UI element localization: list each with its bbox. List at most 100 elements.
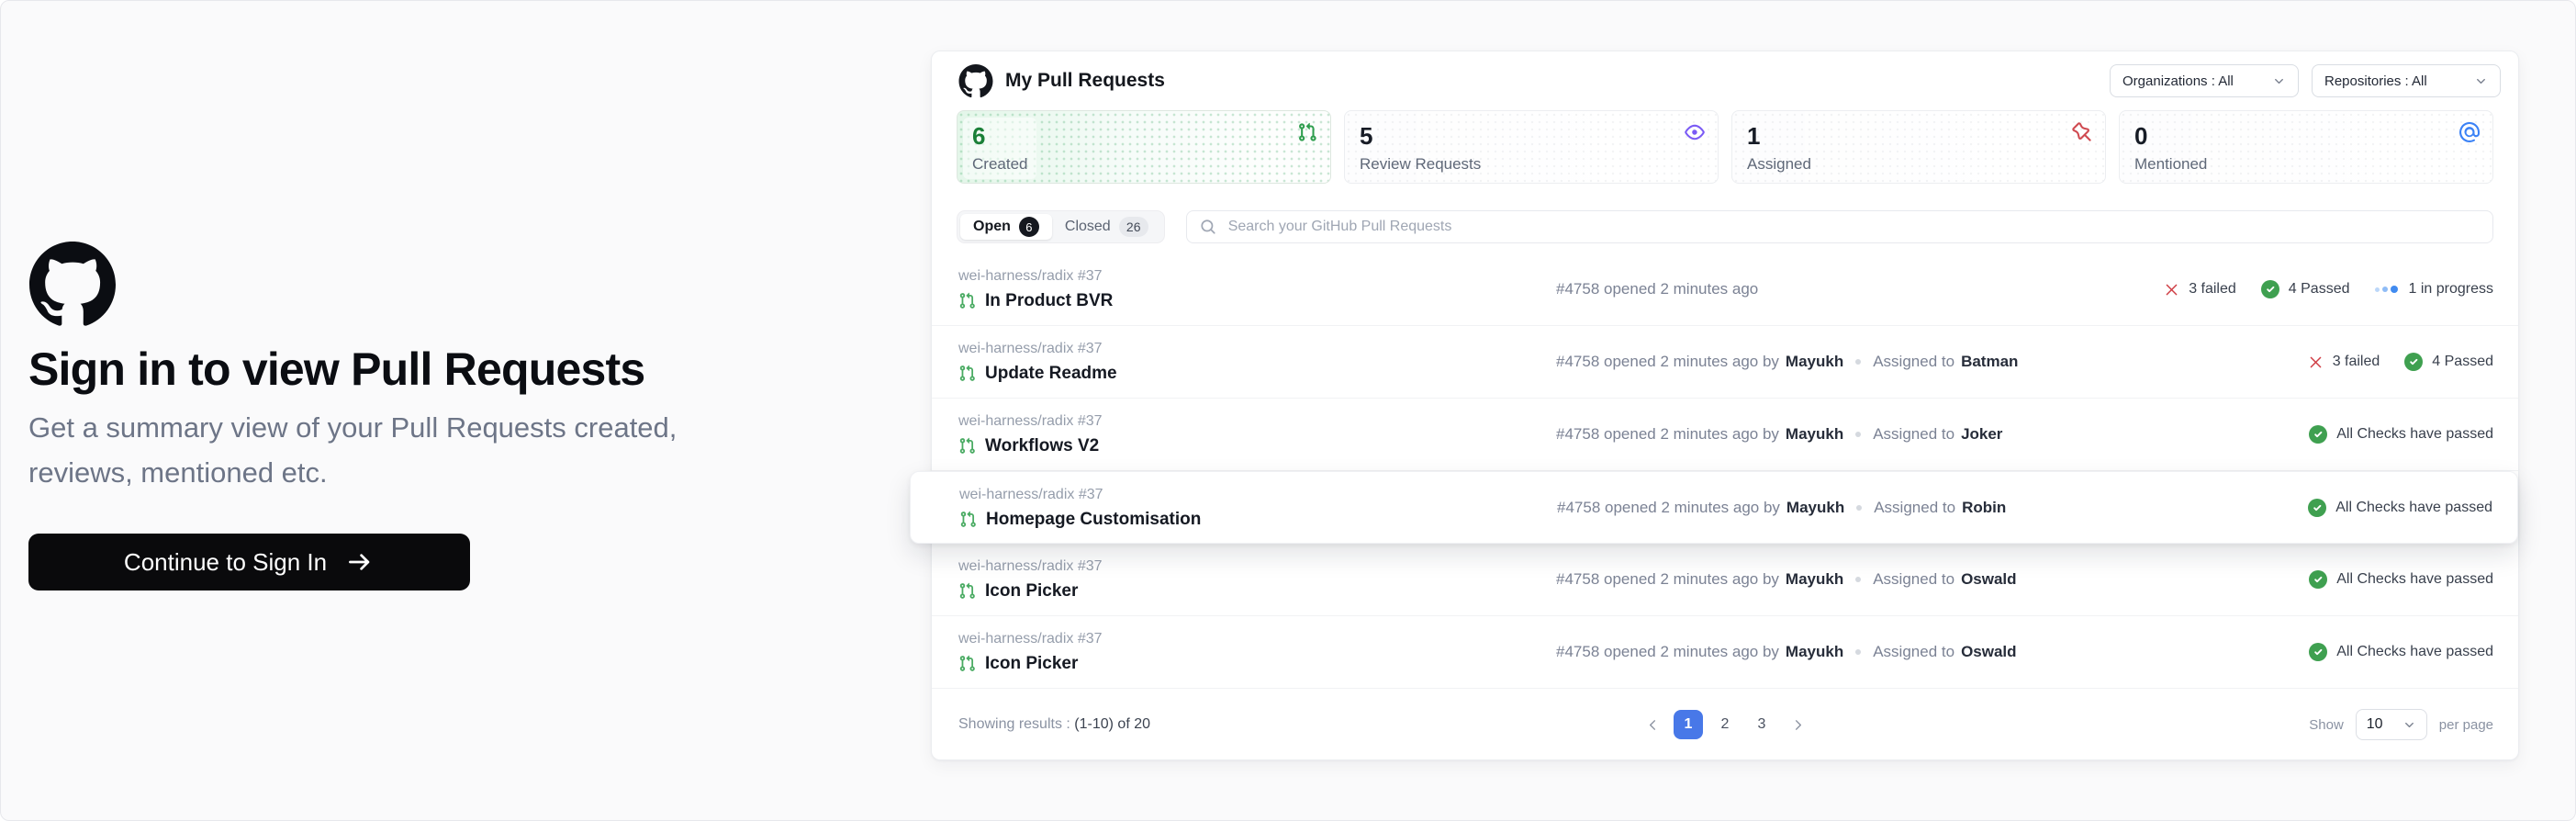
repo-name: wei-harness/radix #37	[959, 486, 1103, 502]
pr-checks: All Checks have passed	[2309, 425, 2493, 444]
stat-value: 6	[972, 122, 986, 150]
user-name: Mayukh	[1785, 353, 1844, 370]
continue-sign-in-button[interactable]: Continue to Sign In	[28, 534, 470, 590]
tab-closed[interactable]: Closed 26	[1052, 214, 1161, 240]
user-name: Mayukh	[1786, 498, 1845, 516]
checks-in-progress: 1 in progress	[2374, 281, 2493, 298]
chevron-down-icon	[2402, 718, 2416, 732]
pull-request-icon	[958, 292, 976, 309]
checks-passed: All Checks have passed	[2308, 498, 2492, 517]
pull-request-row[interactable]: wei-harness/radix #37 Update Readme #4758 …	[932, 326, 2518, 399]
user-name: Joker	[1961, 425, 2003, 443]
pr-title: Workflows V2	[985, 436, 1100, 455]
pull-request-row[interactable]: wei-harness/radix #37 Workflows V2 #4758 o…	[932, 399, 2518, 471]
mention-icon	[2459, 122, 2480, 142]
meta-text: #4758 opened 2 minutes ago by	[1556, 643, 1779, 660]
pull-request-row[interactable]: wei-harness/radix #37 Icon Picker #4758 op…	[932, 544, 2518, 616]
organizations-filter-select[interactable]: Organizations : All	[2110, 64, 2299, 97]
meta-text: Assigned to	[1873, 353, 1955, 370]
pull-request-icon	[958, 655, 976, 672]
pull-request-row[interactable]: wei-harness/radix #37 Icon Picker #4758 op…	[932, 616, 2518, 689]
repo-name: wei-harness/radix #37	[958, 631, 1103, 647]
meta-text: #4758 opened 2 minutes ago	[1556, 280, 1759, 298]
tab-label: Open	[973, 219, 1011, 234]
meta-text: #4758 opened 2 minutes ago by	[1557, 498, 1780, 516]
user-name: Mayukh	[1785, 570, 1844, 588]
pr-checks: All Checks have passed	[2308, 498, 2492, 517]
pagination-page-1[interactable]: 1	[1674, 710, 1703, 739]
checks-failed: 3 failed	[2308, 354, 2380, 370]
search-input[interactable]	[1226, 218, 2480, 236]
pagination-prev[interactable]	[1639, 711, 1666, 738]
pr-title: Icon Picker	[985, 654, 1079, 673]
github-logo-icon	[958, 63, 993, 98]
meta-text: Assigned to	[1874, 498, 1956, 516]
pull-request-row[interactable]: wei-harness/radix #37 Homepage Customisat…	[910, 471, 2518, 544]
repo-name: wei-harness/radix #37	[958, 341, 1103, 356]
tab-label: Closed	[1064, 219, 1111, 234]
x-icon	[2164, 282, 2179, 298]
tab-count-badge: 6	[1018, 217, 1039, 237]
pull-request-list: wei-harness/radix #37 In Product BVR #4758…	[910, 253, 2518, 689]
check-circle-icon	[2404, 353, 2424, 371]
x-icon	[2308, 354, 2324, 370]
check-circle-icon	[2309, 643, 2328, 661]
user-name: Batman	[1961, 353, 2019, 370]
pull-request-icon	[958, 582, 976, 600]
checks-passed: 4 Passed	[2260, 280, 2350, 298]
pr-meta: #4758 opened 2 minutes ago by Mayukh Assig…	[1556, 425, 2309, 444]
separator-dot	[1855, 577, 1862, 582]
pagination-page-3[interactable]: 3	[1747, 710, 1776, 739]
stat-label: Review Requests	[1360, 155, 1482, 173]
meta-text: Assigned to	[1873, 643, 1955, 660]
stat-card-mentioned[interactable]: 0 Mentioned	[2119, 110, 2493, 184]
check-circle-icon	[2309, 425, 2328, 444]
tab-open[interactable]: Open 6	[960, 214, 1052, 240]
eye-icon	[1685, 122, 1705, 142]
check-circle-icon	[2260, 280, 2279, 298]
pr-meta: #4758 opened 2 minutes ago by Mayukh Assig…	[1557, 499, 2308, 517]
pagination-next[interactable]	[1784, 711, 1811, 738]
results-summary: Showing results : (1-10) of 20	[958, 716, 1151, 732]
pull-request-icon	[958, 437, 976, 455]
stat-label: Assigned	[1747, 155, 1811, 173]
stat-card-created[interactable]: 6 Created	[957, 110, 1331, 184]
meta-text: Assigned to	[1873, 570, 1955, 588]
checks-passed: 4 Passed	[2404, 353, 2493, 371]
pull-request-icon	[1297, 122, 1317, 142]
pr-checks: 3 failed 4 Passed 1 in progress	[2164, 280, 2493, 298]
pull-request-row[interactable]: wei-harness/radix #37 In Product BVR #4758…	[932, 253, 2518, 326]
separator-dot	[1856, 504, 1863, 511]
arrow-right-icon	[345, 550, 375, 574]
panel-header: My Pull Requests Organizations : All Rep…	[932, 51, 2518, 110]
stat-card-review-requests[interactable]: 5 Review Requests	[1344, 110, 1719, 184]
chevron-down-icon	[2272, 74, 2286, 88]
repo-name: wei-harness/radix #37	[958, 558, 1103, 574]
page-size-select[interactable]: 10	[2355, 709, 2427, 740]
pagination-page-2[interactable]: 2	[1710, 710, 1740, 739]
user-name: Robin	[1962, 498, 2007, 516]
pr-checks: All Checks have passed	[2309, 643, 2493, 661]
pr-title: Homepage Customisation	[986, 509, 1202, 529]
chevron-down-icon	[2474, 74, 2488, 88]
pull-request-icon	[958, 365, 976, 382]
user-name: Oswald	[1961, 570, 2017, 588]
separator-dot	[1855, 649, 1862, 655]
search-box[interactable]	[1185, 210, 2493, 243]
filters: Organizations : All Repositories : All	[2110, 64, 2501, 97]
signin-section: Sign in to view Pull Requests Get a summ…	[28, 242, 891, 590]
separator-dot	[1855, 432, 1862, 437]
repo-name: wei-harness/radix #37	[958, 413, 1103, 429]
checks-passed: All Checks have passed	[2309, 570, 2493, 589]
repositories-filter-select[interactable]: Repositories : All	[2312, 64, 2501, 97]
user-name: Mayukh	[1785, 425, 1844, 443]
stat-card-assigned[interactable]: 1 Assigned	[1731, 110, 2106, 184]
show-label: Show	[2309, 716, 2344, 733]
pr-meta: #4758 opened 2 minutes ago by Mayukh Assig…	[1556, 643, 2309, 661]
meta-text: #4758 opened 2 minutes ago by	[1556, 425, 1779, 443]
pr-meta: #4758 opened 2 minutes ago	[1556, 280, 2164, 298]
search-icon	[1200, 219, 1216, 235]
check-circle-icon	[2308, 498, 2327, 517]
